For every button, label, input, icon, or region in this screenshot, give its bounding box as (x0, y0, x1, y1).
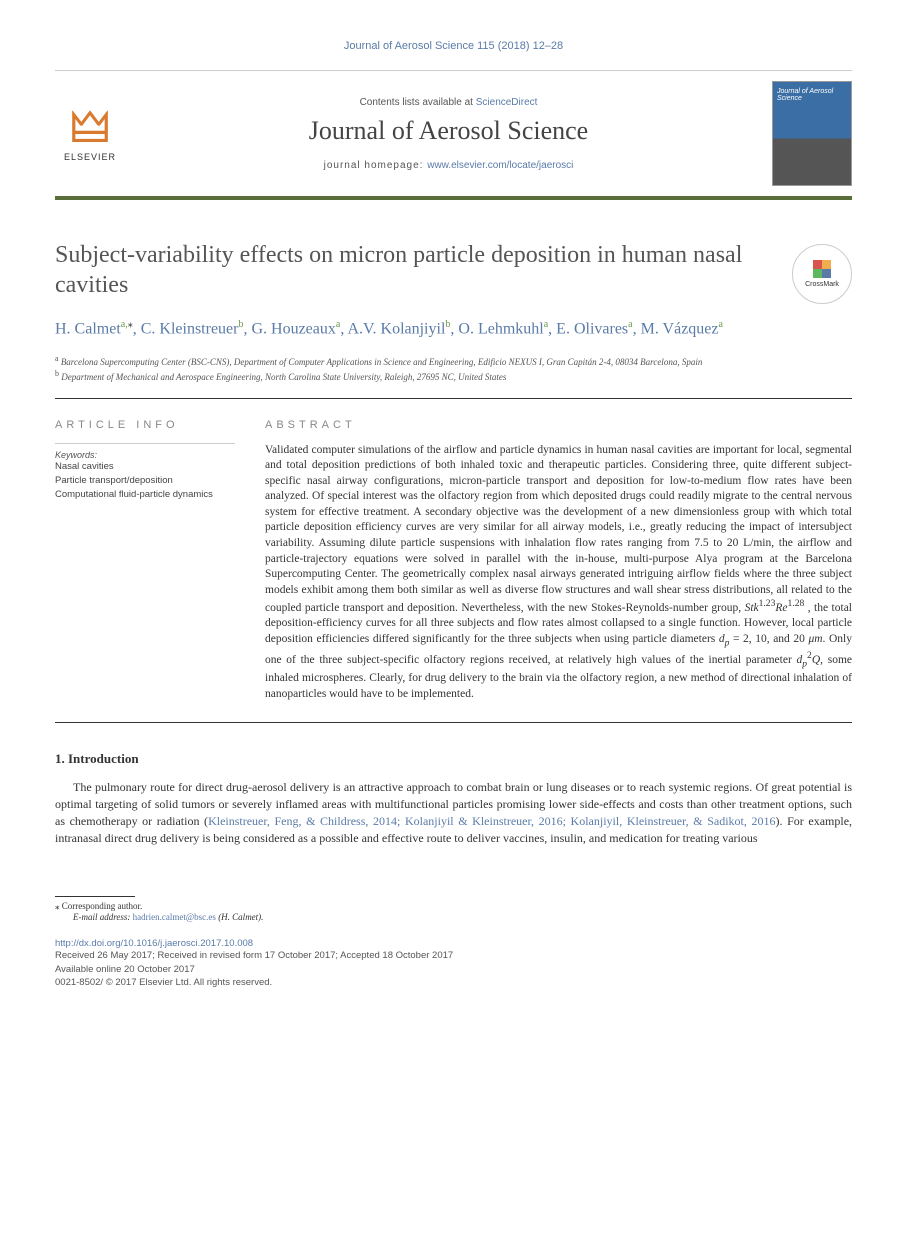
info-rule (55, 443, 235, 444)
journal-name: Journal of Aerosol Science (125, 116, 772, 146)
abstract-heading: ABSTRACT (265, 419, 852, 431)
keywords-label: Keywords: (55, 450, 235, 460)
abstract-text: Validated computer simulations of the ai… (265, 443, 852, 702)
email-label: E-mail address: (73, 912, 133, 922)
affiliation-b: b Department of Mechanical and Aerospace… (55, 368, 852, 384)
keywords-list: Nasal cavities Particle transport/deposi… (55, 460, 235, 503)
homepage-prefix: journal homepage: (324, 160, 428, 171)
section-heading-intro: 1. Introduction (55, 751, 852, 767)
author-list: H. Calmeta,⁎, C. Kleinstreuerb, G. Houze… (55, 318, 852, 341)
cover-thumb-title: Journal of Aerosol Science (773, 82, 851, 108)
elsevier-label: ELSEVIER (55, 152, 125, 162)
header-citation: Journal of Aerosol Science 115 (2018) 12… (55, 40, 852, 52)
article-title: Subject-variability effects on micron pa… (55, 240, 852, 300)
crossmark-badge[interactable]: CrossMark (792, 244, 852, 304)
abstract: ABSTRACT Validated computer simulations … (265, 419, 852, 702)
masthead: 🜲 ELSEVIER Contents lists available at S… (55, 70, 852, 200)
keyword-item: Particle transport/deposition (55, 474, 235, 488)
crossmark-label: CrossMark (805, 281, 839, 288)
contents-line: Contents lists available at ScienceDirec… (125, 97, 772, 108)
info-abstract-wrap: ARTICLE INFO Keywords: Nasal cavities Pa… (55, 398, 852, 723)
footer-block: ⁎ Corresponding author. E-mail address: … (55, 896, 852, 989)
contents-prefix: Contents lists available at (360, 97, 476, 108)
history-line-2: Available online 20 October 2017 (55, 963, 852, 976)
sciencedirect-link[interactable]: ScienceDirect (476, 97, 538, 108)
footnote-rule (55, 896, 135, 897)
elsevier-tree-icon: 🜲 (55, 106, 125, 150)
affiliations: a Barcelona Supercomputing Center (BSC-C… (55, 353, 852, 384)
article-info: ARTICLE INFO Keywords: Nasal cavities Pa… (55, 419, 235, 702)
corresponding-author: ⁎ Corresponding author. (55, 901, 852, 912)
journal-cover-thumb[interactable]: Journal of Aerosol Science (772, 81, 852, 186)
masthead-center: Contents lists available at ScienceDirec… (125, 97, 772, 171)
keyword-item: Computational fluid-particle dynamics (55, 488, 235, 502)
history-line-1: Received 26 May 2017; Received in revise… (55, 949, 852, 962)
email-link[interactable]: hadrien.calmet@bsc.es (133, 912, 216, 922)
affiliation-a: a Barcelona Supercomputing Center (BSC-C… (55, 353, 852, 369)
crossmark-icon (813, 260, 831, 278)
email-suffix: (H. Calmet). (216, 912, 264, 922)
homepage-link[interactable]: www.elsevier.com/locate/jaerosci (427, 160, 573, 171)
title-block: CrossMark Subject-variability effects on… (55, 240, 852, 384)
elsevier-logo[interactable]: 🜲 ELSEVIER (55, 106, 125, 162)
doi-link[interactable]: http://dx.doi.org/10.1016/j.jaerosci.201… (55, 938, 852, 949)
keyword-item: Nasal cavities (55, 460, 235, 474)
article-info-heading: ARTICLE INFO (55, 419, 235, 431)
intro-paragraph: The pulmonary route for direct drug-aero… (55, 779, 852, 846)
copyright-line: 0021-8502/ © 2017 Elsevier Ltd. All righ… (55, 976, 852, 989)
homepage-line: journal homepage: www.elsevier.com/locat… (125, 160, 772, 171)
corresponding-email: E-mail address: hadrien.calmet@bsc.es (H… (55, 912, 852, 922)
